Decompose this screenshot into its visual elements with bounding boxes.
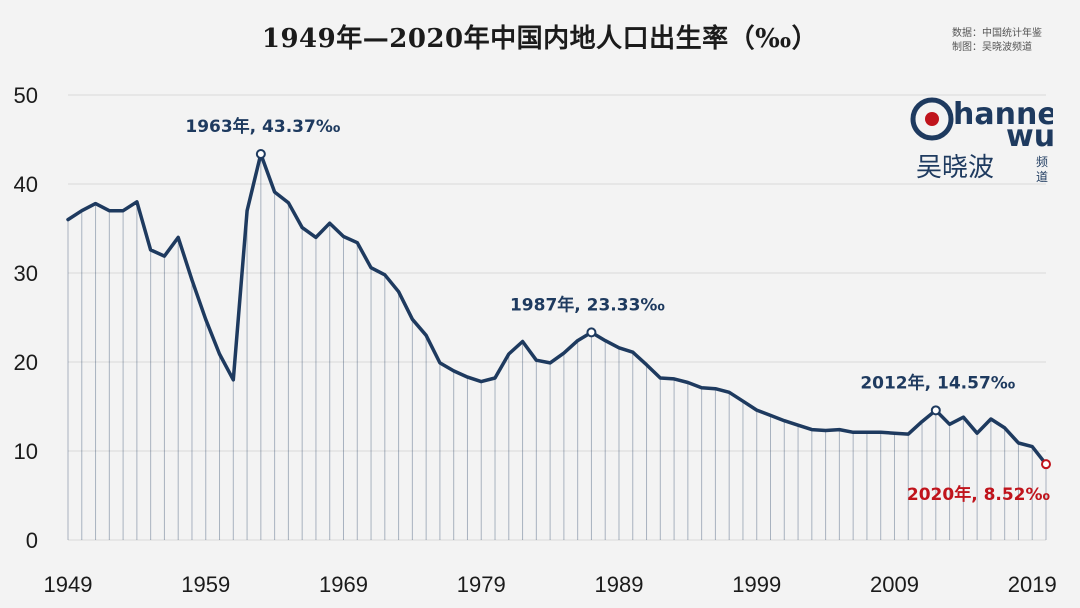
- x-tick-label: 2009: [870, 572, 919, 597]
- chart-title: 1949年—2020年中国内地人口出生率（‰）: [261, 24, 819, 54]
- logo-dot: [925, 112, 939, 126]
- x-tick-label: 2019: [1008, 572, 1057, 597]
- y-tick-label: 0: [26, 528, 38, 553]
- logo-chinese-small-1: 频: [1036, 155, 1048, 169]
- annotations: 1963年, 43.37‰ 1987年, 23.33‰ 2012年, 14.57‰ 2…: [185, 116, 1051, 505]
- logo-word-bottom: wu: [1006, 119, 1053, 154]
- logo-ring: [910, 97, 954, 141]
- source-data-line: 数据：中国统计年鉴: [952, 28, 1042, 39]
- x-axis-ticks: 1949 1959 1969 1979 1989 1999 2009 2019: [44, 572, 1057, 597]
- annotation-marker: [255, 149, 266, 160]
- source-credit-line: 制图：吴晓波频道: [952, 42, 1032, 53]
- x-tick-label: 1979: [457, 572, 506, 597]
- y-axis-ticks: 0 10 20 30 40 50: [14, 83, 38, 553]
- annotation-label: 2020年, 8.52‰: [907, 484, 1051, 505]
- x-tick-label: 1969: [319, 572, 368, 597]
- x-tick-label: 1989: [595, 572, 644, 597]
- logo-chinese-name: 吴晓波: [916, 153, 994, 183]
- y-tick-label: 50: [14, 83, 38, 108]
- x-tick-label: 1999: [732, 572, 781, 597]
- drop-lines: [67, 154, 1047, 540]
- y-tick-label: 30: [14, 261, 38, 286]
- annotation-label: 1963年, 43.37‰: [185, 116, 340, 137]
- y-tick-label: 40: [14, 172, 38, 197]
- x-tick-label: 1959: [181, 572, 230, 597]
- annotation-marker: [586, 327, 597, 338]
- logo-word-top: hannel: [953, 97, 1053, 132]
- y-tick-label: 10: [14, 439, 38, 464]
- source-note: 数据：中国统计年鉴 制图：吴晓波频道: [952, 27, 1042, 55]
- annotation-label: 1987年, 23.33‰: [510, 294, 665, 315]
- birth-rate-line: [66, 152, 1048, 466]
- logo-chinese-small-2: 道: [1036, 170, 1048, 184]
- x-tick-label: 1949: [44, 572, 93, 597]
- annotation-marker: [1041, 459, 1051, 470]
- annotation-marker: [930, 405, 941, 416]
- annotation-label: 2012年, 14.57‰: [860, 372, 1015, 393]
- channel-wu-logo: hannel wu 吴晓波 频 道: [910, 97, 1053, 184]
- grid-lines: [68, 94, 1046, 541]
- y-tick-label: 20: [14, 350, 38, 375]
